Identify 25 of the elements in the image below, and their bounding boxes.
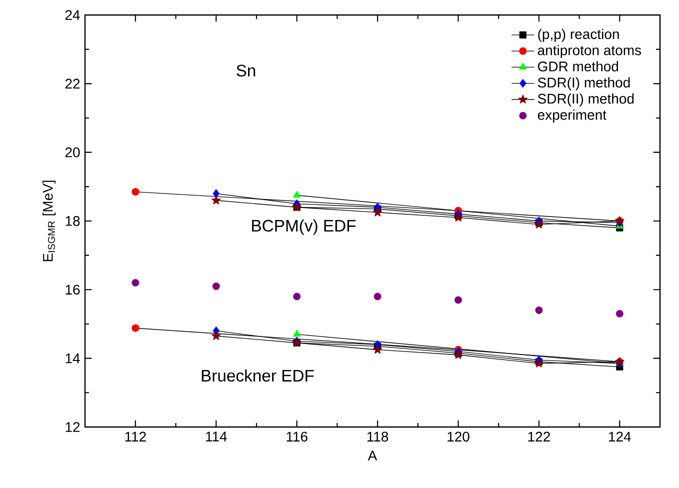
- x-tick-label: 116: [286, 432, 308, 442]
- y-tick-label: 14: [66, 354, 80, 364]
- y-tick-label: 22: [65, 78, 80, 89]
- legend-label: (p,p) reaction: [538, 28, 619, 42]
- legend-label: SDR(I) method: [538, 77, 630, 90]
- y-tick-label: 12: [66, 422, 80, 432]
- legend-label: SDR(II) method: [538, 93, 634, 106]
- y-tick-label: 16: [66, 284, 80, 295]
- annotation: Sn: [236, 64, 256, 77]
- y-tick-label: 24: [65, 10, 80, 20]
- x-tick-label: 124: [609, 432, 631, 442]
- annotation: BCPM(v) EDF: [252, 219, 356, 235]
- legend-label: experiment: [538, 110, 606, 123]
- x-axis-title: A: [368, 450, 378, 460]
- x-tick-label: 118: [367, 432, 388, 442]
- annotation: Brueckner EDF: [202, 369, 314, 382]
- x-tick-label: 122: [528, 432, 550, 442]
- x-tick-label: 120: [448, 432, 470, 442]
- legend-label: antiproton atoms: [538, 44, 642, 58]
- y-tick-label: 20: [65, 147, 80, 158]
- x-tick-label: 114: [206, 432, 227, 442]
- legend-label: GDR method: [538, 61, 618, 72]
- y-axis-title: E$_{ISGMR}$ [MeV]: [42, 180, 56, 262]
- x-tick-label: 112: [125, 432, 146, 442]
- y-tick-label: 18: [66, 216, 80, 226]
